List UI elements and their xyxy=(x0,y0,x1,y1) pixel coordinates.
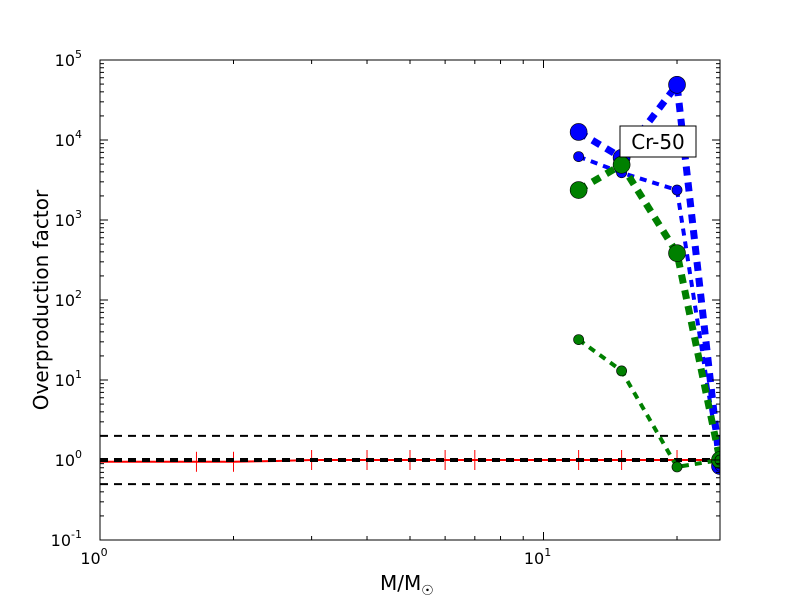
y-tick-label: 10-1 xyxy=(51,528,82,550)
y-tick-exponent: 4 xyxy=(75,128,82,141)
annotation-box: Cr-50 xyxy=(619,125,697,158)
y-tick-label: 102 xyxy=(55,288,82,310)
x-tick-label: 101 xyxy=(524,546,551,568)
y-tick-label: 105 xyxy=(55,48,82,70)
y-tick-exponent: 2 xyxy=(75,288,82,301)
y-axis-label: Overproduction factor xyxy=(29,189,53,410)
blue-large-point xyxy=(569,123,588,141)
y-tick-exponent: 0 xyxy=(75,448,82,461)
x-tick-label: 100 xyxy=(80,546,107,568)
green-small-line xyxy=(577,337,720,470)
green-small-point xyxy=(671,461,683,473)
annotation-label: Cr-50 xyxy=(631,130,685,154)
blue-small-point xyxy=(573,151,585,163)
y-tick-label: 103 xyxy=(55,208,82,230)
green-large-line xyxy=(576,160,720,461)
y-tick-exponent: 5 xyxy=(75,48,82,61)
x-axis-label: M/M☉ xyxy=(380,571,434,599)
green-large-point xyxy=(612,155,631,174)
x-tick-exponent: 1 xyxy=(544,546,551,559)
blue-small-point xyxy=(671,184,683,196)
y-tick-exponent: -1 xyxy=(71,528,82,541)
blue-large-point xyxy=(668,75,686,94)
y-tick-label: 101 xyxy=(55,368,82,390)
green-small-point xyxy=(573,334,585,345)
y-tick-label: 104 xyxy=(55,128,82,150)
y-tick-exponent: 1 xyxy=(75,368,82,381)
y-tick-exponent: 3 xyxy=(75,208,82,221)
green-small-point xyxy=(616,365,628,377)
y-tick-label: 100 xyxy=(55,448,82,470)
green-large-point xyxy=(668,244,686,262)
x-axis-label-sub: ☉ xyxy=(421,583,434,599)
x-tick-exponent: 0 xyxy=(101,546,108,559)
green-large-point xyxy=(569,181,588,199)
